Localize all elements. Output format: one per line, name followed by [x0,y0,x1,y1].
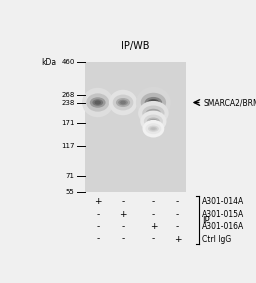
Text: A301-015A: A301-015A [202,210,244,219]
Text: +: + [174,235,182,243]
Text: 171: 171 [61,120,75,126]
Ellipse shape [120,101,126,104]
Text: -: - [176,210,179,219]
Text: SMARCA2/BRM: SMARCA2/BRM [204,98,256,107]
Ellipse shape [94,100,101,105]
Ellipse shape [150,112,156,115]
Text: -: - [96,210,99,219]
Ellipse shape [150,127,157,131]
Text: IP/WB: IP/WB [121,41,150,52]
Ellipse shape [150,100,157,105]
Text: 117: 117 [61,143,75,149]
Text: -: - [121,197,125,206]
Text: -: - [96,222,99,231]
Ellipse shape [147,117,160,125]
Ellipse shape [92,99,103,106]
Text: 238: 238 [61,100,75,106]
Text: 71: 71 [66,173,75,179]
Ellipse shape [147,99,159,106]
Text: -: - [96,235,99,243]
Ellipse shape [113,95,133,110]
Text: -: - [121,235,125,243]
Ellipse shape [148,110,158,116]
Ellipse shape [143,120,164,138]
Text: +: + [150,222,157,231]
Ellipse shape [141,93,166,112]
Ellipse shape [136,87,171,118]
Ellipse shape [118,100,128,105]
Ellipse shape [146,109,161,117]
Text: -: - [121,222,125,231]
Text: -: - [176,222,179,231]
Ellipse shape [116,98,130,107]
Text: -: - [152,210,155,219]
Ellipse shape [148,126,159,132]
Text: A301-014A: A301-014A [202,197,244,206]
Text: 55: 55 [66,189,75,195]
Ellipse shape [144,115,163,128]
Ellipse shape [90,97,105,108]
Ellipse shape [86,93,109,112]
Ellipse shape [145,97,162,108]
Text: Ctrl IgG: Ctrl IgG [202,235,231,243]
Text: IP: IP [202,216,209,225]
Text: -: - [152,197,155,206]
Text: -: - [152,235,155,243]
Ellipse shape [142,106,165,121]
Text: +: + [119,210,127,219]
Ellipse shape [138,101,169,125]
Text: +: + [94,197,101,206]
Text: A301-016A: A301-016A [202,222,244,231]
Text: 268: 268 [61,92,75,98]
Ellipse shape [109,90,137,115]
Ellipse shape [151,127,156,130]
Text: -: - [176,197,179,206]
Ellipse shape [149,119,158,124]
Ellipse shape [140,110,166,132]
Text: kDa: kDa [41,58,56,67]
Ellipse shape [151,120,156,123]
Text: 460: 460 [61,59,75,65]
Ellipse shape [145,123,161,134]
Bar [84,62,186,192]
Ellipse shape [82,88,113,117]
